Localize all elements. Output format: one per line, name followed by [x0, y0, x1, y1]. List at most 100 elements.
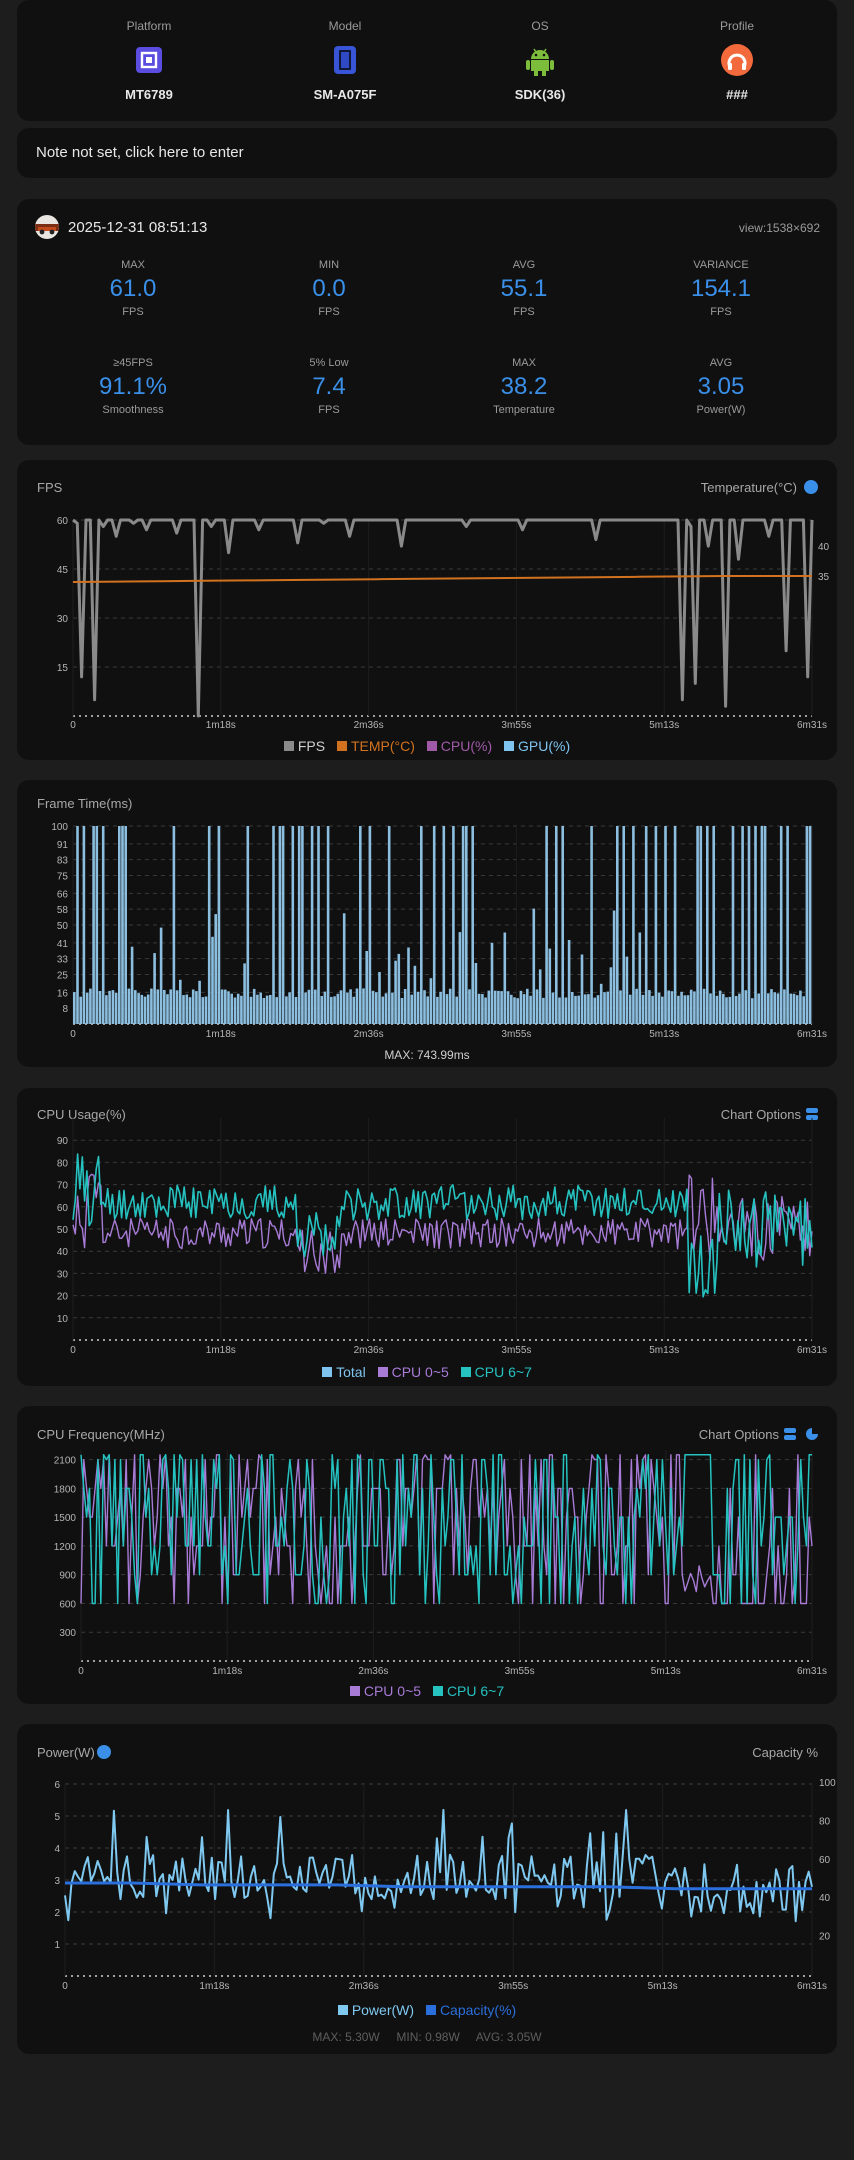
- frametime-bar: [137, 993, 140, 1024]
- power-toggle-icon[interactable]: [97, 1745, 111, 1759]
- y-tick-label: 300: [59, 1628, 76, 1639]
- frametime-bar: [799, 990, 802, 1024]
- fps-series-line: [72, 518, 814, 718]
- frametime-bar: [288, 992, 291, 1024]
- frametime-bar: [336, 993, 340, 1024]
- profile-block[interactable]: Profile ###: [647, 0, 827, 102]
- x-tick-label: 5m13s: [649, 720, 679, 730]
- frametime-bar: [725, 997, 728, 1024]
- frametime-bar: [410, 994, 413, 1024]
- legend-cpu-6-7[interactable]: CPU 6~7: [460, 1364, 532, 1380]
- platform-block: Platform MT6789: [59, 0, 239, 102]
- frametime-bar: [146, 994, 150, 1024]
- frametime-bar: [706, 826, 709, 1024]
- frametime-bar: [474, 963, 478, 1024]
- y-tick-label: 5: [54, 1812, 60, 1823]
- frametime-bar: [92, 826, 95, 1024]
- frametime-bar: [779, 826, 783, 1024]
- frametime-bar: [233, 997, 237, 1024]
- x-tick-label: 3m55s: [501, 1029, 531, 1040]
- frametime-bar: [657, 992, 661, 1024]
- note-text[interactable]: Note not set, click here to enter: [36, 144, 244, 161]
- frametime-bar: [593, 997, 597, 1024]
- legend-total[interactable]: Total: [322, 1364, 366, 1380]
- pie-toggle-icon[interactable]: [806, 1428, 818, 1440]
- os-value: SDK(36): [514, 87, 566, 102]
- frametime-bar: [686, 995, 690, 1024]
- legend-fps[interactable]: FPS: [283, 738, 325, 754]
- capacity-tick-label: 80: [819, 1816, 831, 1827]
- chart-options-icon[interactable]: [806, 1108, 818, 1120]
- legend-cpu-6-7[interactable]: CPU 6~7: [432, 1683, 504, 1699]
- legend-power[interactable]: Power(W): [337, 2002, 414, 2018]
- frametime-bar: [330, 996, 333, 1024]
- frametime-bar: [262, 998, 266, 1024]
- frametime-bar: [397, 953, 401, 1024]
- frametime-bar: [609, 967, 613, 1024]
- frametime-bar: [291, 826, 295, 1024]
- x-tick-label: 6m31s: [797, 1029, 827, 1040]
- frametime-bar: [272, 826, 275, 1024]
- y-tick-label: 66: [57, 889, 69, 900]
- frametime-bar: [603, 992, 606, 1024]
- legend-cpu-0-5[interactable]: CPU 0~5: [349, 1683, 421, 1699]
- frametime-bar: [490, 942, 494, 1024]
- legend-gpu[interactable]: GPU(%): [504, 738, 570, 754]
- frametime-bar: [143, 996, 147, 1024]
- y-tick-label: 2: [54, 1908, 60, 1919]
- frametime-bar: [346, 992, 349, 1024]
- cpu-freq-chart-options[interactable]: Chart Options: [698, 1427, 779, 1442]
- frametime-bar: [535, 989, 539, 1024]
- x-tick-label: 0: [62, 1981, 68, 1992]
- frametime-bar: [493, 990, 497, 1024]
- power-chart-card: Power(W) Capacity % 6 5 4 3 2 1 0 1m18s 2m36s 3m5…: [17, 1724, 837, 2054]
- stat-avg-fps: AVG 55.1 FPS: [500, 259, 548, 318]
- x-tick-label: 5m13s: [648, 1981, 678, 1992]
- power-avg: AVG: 3.05W: [475, 2030, 542, 2044]
- cpu-usage-chart-options[interactable]: Chart Options: [720, 1107, 801, 1122]
- temperature-tick-label: 40: [818, 542, 830, 553]
- frametime-bar: [381, 996, 385, 1024]
- y-tick-label: 60: [57, 516, 69, 527]
- frametime-bar: [211, 936, 214, 1024]
- y-tick-label: 20: [57, 1292, 69, 1303]
- frametime-bar: [130, 946, 134, 1024]
- temperature-toggle-icon[interactable]: [804, 480, 818, 494]
- frametime-bar: [455, 996, 458, 1024]
- note-card[interactable]: Note not set, click here to enter: [17, 128, 837, 178]
- frametime-bar: [500, 991, 503, 1024]
- legend-capacity[interactable]: Capacity(%): [425, 2002, 516, 2018]
- legend-cpu[interactable]: CPU(%): [426, 738, 492, 754]
- frametime-bar: [786, 826, 789, 1024]
- frametime-bar: [532, 908, 536, 1024]
- y-tick-label: 4: [54, 1844, 60, 1855]
- frametime-bar: [616, 826, 619, 1024]
- frametime-bar: [564, 997, 568, 1024]
- cpu-freq-chart: 2100 1800 1500 1200 900 600 300 0 1m18s 2m36s 3m55…: [54, 1450, 827, 1677]
- power-summary: MAX: 5.30W MIN: 0.98W AVG: 3.05W: [17, 2030, 837, 2044]
- frametime-bar: [185, 994, 189, 1024]
- frametime-bar: [667, 990, 670, 1024]
- x-tick-label: 0: [70, 1029, 76, 1040]
- model-label: Model: [328, 19, 362, 33]
- frametime-bar: [574, 995, 577, 1024]
- frametime-bar: [114, 992, 118, 1024]
- frametime-bar: [555, 826, 558, 1024]
- x-tick-label: 6m31s: [797, 1666, 827, 1677]
- frametime-bar: [760, 826, 764, 1024]
- frametime-bar: [195, 991, 198, 1024]
- chart-options-icon[interactable]: [784, 1428, 796, 1440]
- session-card: 2025-12-31 08:51:13 view:1538×692 MAX 61.…: [17, 199, 837, 445]
- cpu-0-5-freq-line: [80, 1454, 813, 1605]
- legend-cpu-0-5[interactable]: CPU 0~5: [377, 1364, 449, 1380]
- y-tick-label: 80: [57, 1158, 69, 1169]
- x-tick-label: 1m18s: [212, 1666, 242, 1677]
- frametime-bar: [442, 826, 446, 1024]
- legend-temp[interactable]: TEMP(°C): [336, 738, 415, 754]
- frametime-bar: [317, 826, 320, 1024]
- power-chart-title: Power(W): [37, 1745, 95, 1760]
- power-min: MIN: 0.98W: [396, 2030, 460, 2044]
- frametime-bar: [477, 993, 481, 1024]
- frametime-bar: [423, 990, 426, 1024]
- frametime-bar: [664, 826, 667, 1024]
